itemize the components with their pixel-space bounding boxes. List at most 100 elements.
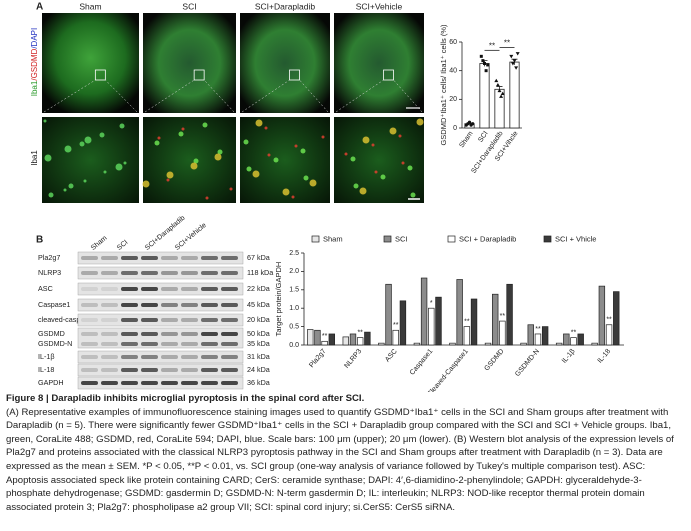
legend-label: Sham	[323, 234, 343, 243]
band	[181, 355, 198, 359]
stain-part: /DAPI	[30, 28, 39, 49]
band	[181, 256, 198, 260]
cell	[178, 131, 184, 137]
cell	[353, 183, 359, 189]
band	[81, 287, 98, 291]
protein-name: ASC	[38, 284, 53, 293]
protein-name: Caspase1	[38, 300, 70, 309]
cell	[300, 148, 306, 154]
zoom-box	[193, 69, 205, 81]
band	[101, 332, 118, 336]
legend-label: SCI	[395, 234, 408, 243]
band	[101, 287, 118, 291]
caption-body: (A) Representative examples of immunoflu…	[6, 406, 674, 513]
image-column-label: SCI	[182, 1, 196, 11]
cell	[123, 161, 127, 165]
stain-label: Iba1	[30, 150, 39, 166]
data-point	[495, 83, 500, 87]
cell	[142, 180, 150, 188]
protein-size: 20 kDa	[247, 315, 270, 324]
bar	[598, 285, 606, 346]
cell	[119, 123, 125, 129]
band	[201, 303, 218, 307]
protein-size: 35 kDa	[247, 339, 270, 348]
y-tick-label: 40	[449, 68, 457, 75]
blot-strip	[77, 251, 244, 265]
cell	[362, 136, 370, 144]
band	[201, 256, 218, 260]
bar	[613, 291, 620, 346]
stain-label: Iba1/GSDMD/DAPI	[30, 28, 39, 96]
significance-label: *	[430, 300, 433, 307]
legend-swatch	[543, 235, 552, 243]
bar	[527, 324, 534, 346]
cell	[48, 192, 54, 198]
band	[81, 332, 98, 336]
band	[221, 287, 238, 291]
cell	[64, 145, 72, 153]
fluorescence-image	[42, 117, 139, 203]
caption: Figure 8 | Darapladib inhibits microglia…	[6, 392, 686, 514]
fluorescence-image	[240, 13, 330, 113]
band	[201, 318, 218, 322]
panel-label: B	[36, 235, 43, 246]
cell	[63, 188, 67, 192]
band	[101, 381, 118, 385]
x-tick-label: SCI	[477, 130, 489, 144]
lane-label: SCI	[116, 239, 129, 252]
cell	[157, 136, 161, 140]
band	[81, 342, 98, 346]
lane-label: Sham	[90, 235, 109, 252]
cell	[229, 187, 233, 191]
bar	[541, 326, 549, 346]
band	[161, 271, 178, 275]
cell	[309, 179, 317, 187]
band	[121, 318, 138, 322]
bar	[328, 333, 336, 346]
cell	[321, 135, 325, 139]
protein-name: IL-1β	[38, 352, 55, 361]
protein-size: 36 kDa	[247, 378, 270, 387]
band	[161, 256, 178, 260]
bar	[307, 329, 314, 346]
data-point	[483, 62, 486, 65]
band	[101, 271, 118, 275]
protein-name: GAPDH	[38, 378, 64, 387]
y-tick-label: 1.5	[289, 287, 299, 294]
data-point	[500, 91, 505, 95]
bar	[479, 63, 490, 129]
legend-swatch	[447, 235, 456, 243]
band	[121, 355, 138, 359]
data-point	[479, 54, 483, 58]
y-tick-label: 0.5	[289, 323, 299, 330]
y-tick-label: 1.0	[289, 305, 299, 312]
panel-label: A	[36, 2, 43, 13]
band	[201, 332, 218, 336]
cell	[214, 153, 222, 161]
band	[141, 332, 158, 336]
image-column-label: Sham	[79, 1, 101, 11]
band	[221, 303, 238, 307]
data-point	[471, 122, 475, 126]
protein-name: IL-18	[38, 365, 54, 374]
blot-strip	[77, 282, 244, 296]
cell	[416, 118, 424, 126]
cell	[84, 136, 92, 144]
protein-size: 118 kDa	[247, 268, 273, 277]
cell	[380, 174, 386, 180]
cell	[181, 127, 185, 131]
band	[161, 332, 178, 336]
significance-label: **	[606, 317, 612, 324]
bar	[520, 342, 527, 346]
cell	[401, 161, 405, 165]
cell	[264, 126, 268, 130]
bar	[392, 329, 399, 346]
band	[121, 342, 138, 346]
significance-label: **	[322, 333, 328, 340]
bar	[420, 277, 428, 346]
cell	[371, 143, 375, 147]
bar	[534, 333, 542, 346]
protein-size: 67 kDa	[247, 253, 270, 262]
y-tick-label: 0.0	[289, 342, 299, 349]
band	[101, 318, 118, 322]
